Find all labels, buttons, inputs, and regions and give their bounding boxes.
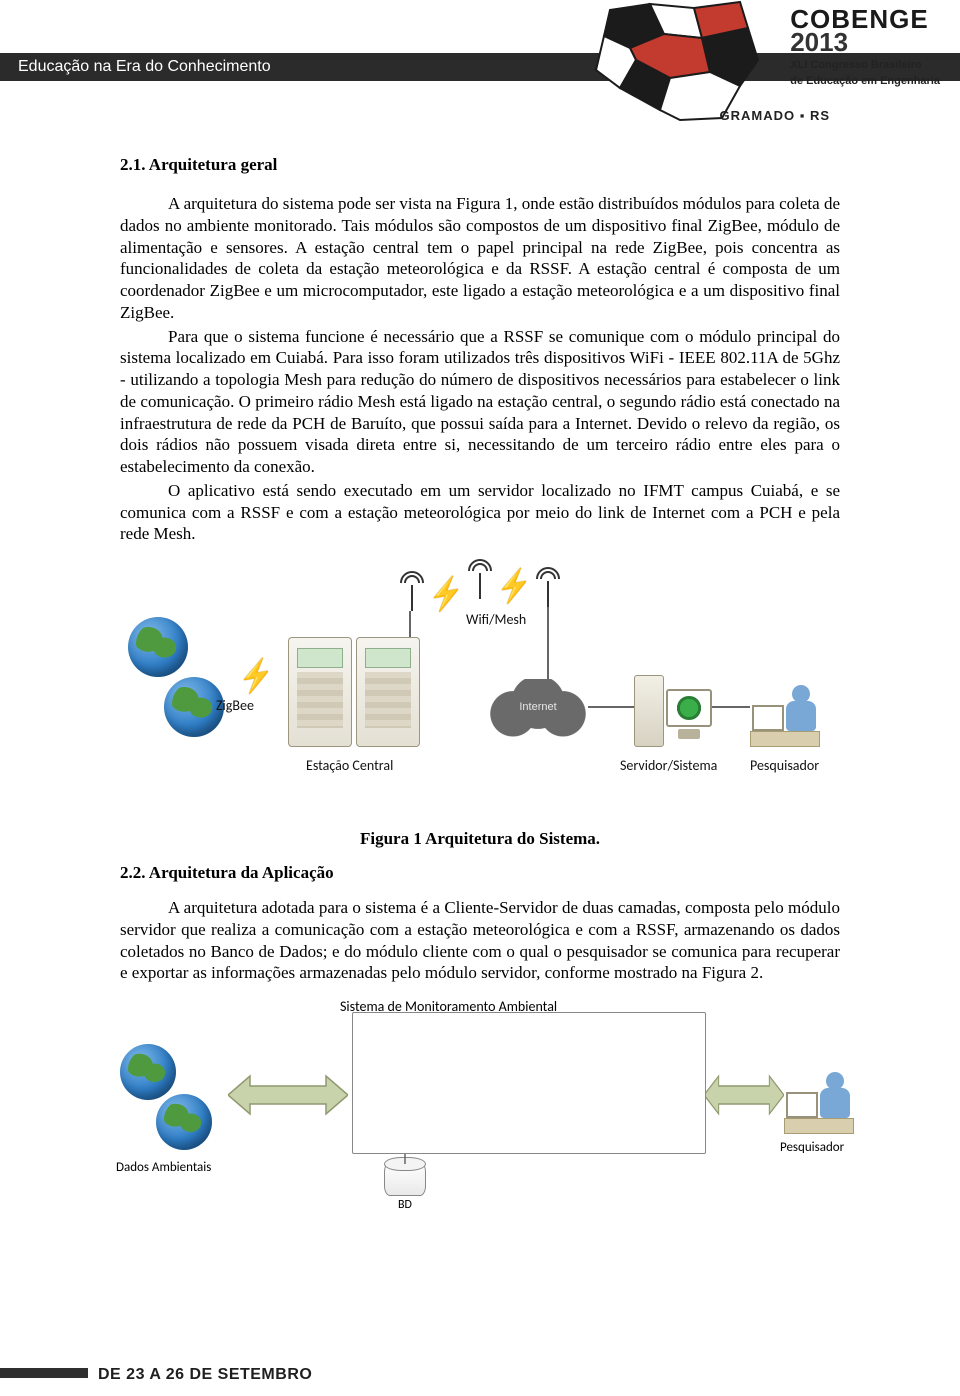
brand-block: COBENGE 2013 XLI Congresso Brasileiro de… <box>790 8 940 88</box>
bolt-icon: ⚡ <box>235 656 278 697</box>
server-rack-icon <box>356 637 420 747</box>
footer-accent-bar <box>0 1368 88 1378</box>
antenna-icon <box>468 559 492 599</box>
page-content: 2.1. Arquitetura geral A arquitetura do … <box>120 155 840 1218</box>
figure-1-diagram: ZigBee ⚡ Estação Central ⚡ ⚡ Wifi/Mesh I… <box>120 559 840 819</box>
researcher-icon <box>784 1056 854 1134</box>
section-2-1-para-1: A arquitetura do sistema pode ser vista … <box>120 193 840 324</box>
bolt-icon: ⚡ <box>493 566 536 607</box>
database-icon <box>384 1162 426 1196</box>
label-dados-ambientais: Dados Ambientais <box>116 1160 211 1175</box>
label-estacao-central: Estação Central <box>306 757 393 774</box>
label-internet: Internet <box>488 701 588 713</box>
figure-2: Sistema de Monitoramento Ambiental Dados… <box>120 998 840 1208</box>
label-servidor-sistema: Servidor/Sistema <box>620 757 717 774</box>
footer-dates: DE 23 A 26 DE SETEMBRO <box>98 1366 312 1384</box>
label-bd: BD <box>398 1198 412 1212</box>
figure-1-caption: Figura 1 Arquitetura do Sistema. <box>120 829 840 849</box>
section-2-1-para-3: O aplicativo está sendo executado em um … <box>120 480 840 545</box>
bolt-icon: ⚡ <box>425 574 468 615</box>
section-2-2-title: 2.2. Arquitetura da Aplicação <box>120 863 840 883</box>
server-rack-icon <box>288 637 352 747</box>
double-arrow-icon <box>228 1072 348 1118</box>
double-arrow-icon <box>704 1072 784 1118</box>
cloud-icon: Internet <box>488 679 588 737</box>
header-tagline: Educação na Era do Conhecimento <box>18 58 271 76</box>
globe-icon <box>128 617 188 677</box>
globe-icon <box>164 677 224 737</box>
researcher-icon <box>750 669 820 747</box>
label-pesquisador: Pesquisador <box>780 1140 844 1155</box>
brand-location: GRAMADO ▪ RS <box>720 108 831 123</box>
figure-1: ZigBee ⚡ Estação Central ⚡ ⚡ Wifi/Mesh I… <box>120 559 840 819</box>
system-outline-box <box>352 1012 706 1154</box>
brand-year: 2013 <box>790 31 940 54</box>
brand-sub-1: XLI Congresso Brasileiro <box>790 59 940 72</box>
server-system-icon <box>634 655 712 747</box>
label-zigbee: ZigBee <box>216 697 254 714</box>
section-2-1-para-2: Para que o sistema funcione é necessário… <box>120 326 840 478</box>
antenna-icon <box>400 571 424 611</box>
section-2-1-title: 2.1. Arquitetura geral <box>120 155 840 175</box>
globe-icon <box>120 1044 176 1100</box>
brand-sub-2: de Educação em Engenharia <box>790 75 940 88</box>
antenna-icon <box>536 567 560 607</box>
section-2-2-para-1: A arquitetura adotada para o sistema é a… <box>120 897 840 984</box>
figure-2-diagram: Sistema de Monitoramento Ambiental Dados… <box>120 998 840 1208</box>
globe-icon <box>156 1094 212 1150</box>
label-wifi-mesh: Wifi/Mesh <box>466 611 526 628</box>
label-pesquisador: Pesquisador <box>750 757 819 774</box>
